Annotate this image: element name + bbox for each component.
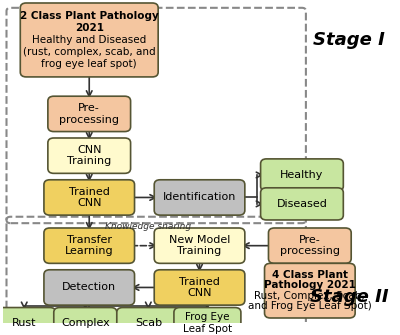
- FancyBboxPatch shape: [54, 308, 117, 335]
- Text: frog eye leaf spot): frog eye leaf spot): [42, 59, 137, 69]
- Text: Pre-
processing: Pre- processing: [59, 103, 119, 125]
- Text: Frog Eye
Leaf Spot: Frog Eye Leaf Spot: [183, 312, 232, 334]
- FancyBboxPatch shape: [48, 138, 130, 173]
- FancyBboxPatch shape: [174, 308, 241, 335]
- Text: Healthy and Diseased: Healthy and Diseased: [32, 35, 146, 45]
- Text: (rust, complex, scab, and: (rust, complex, scab, and: [23, 47, 156, 57]
- Text: 4 Class Plant: 4 Class Plant: [272, 270, 348, 280]
- FancyBboxPatch shape: [154, 180, 245, 215]
- FancyBboxPatch shape: [264, 263, 355, 318]
- Text: Trained
CNN: Trained CNN: [179, 277, 220, 298]
- FancyBboxPatch shape: [48, 96, 130, 132]
- FancyBboxPatch shape: [260, 159, 343, 191]
- FancyBboxPatch shape: [44, 228, 134, 263]
- Text: Pathology 2021: Pathology 2021: [264, 280, 356, 290]
- Text: Rust: Rust: [12, 318, 36, 328]
- Text: Detection: Detection: [62, 282, 116, 292]
- Text: Complex: Complex: [61, 318, 110, 328]
- Text: 2021: 2021: [75, 23, 104, 33]
- Text: and Frog Eye Leaf Spot): and Frog Eye Leaf Spot): [248, 302, 372, 311]
- Text: Transfer
Learning: Transfer Learning: [65, 235, 114, 257]
- Text: Healthy: Healthy: [280, 170, 324, 180]
- Text: Diseased: Diseased: [276, 199, 327, 209]
- Text: 2 Class Plant Pathology: 2 Class Plant Pathology: [20, 11, 159, 21]
- Text: Stage I: Stage I: [313, 31, 385, 49]
- FancyBboxPatch shape: [20, 3, 158, 77]
- FancyBboxPatch shape: [268, 228, 351, 263]
- Text: Knowledge sharing: Knowledge sharing: [105, 222, 191, 231]
- FancyBboxPatch shape: [44, 180, 134, 215]
- Text: CNN
Training: CNN Training: [67, 145, 111, 166]
- Text: Rust, Complex, Scab,: Rust, Complex, Scab,: [254, 291, 365, 301]
- Text: Identification: Identification: [163, 192, 236, 202]
- Text: Stage II: Stage II: [310, 288, 388, 306]
- FancyBboxPatch shape: [154, 270, 245, 305]
- FancyBboxPatch shape: [44, 270, 134, 305]
- FancyBboxPatch shape: [260, 188, 343, 220]
- FancyBboxPatch shape: [154, 228, 245, 263]
- Text: New Model
Training: New Model Training: [169, 235, 230, 257]
- Text: Scab: Scab: [135, 318, 162, 328]
- Text: Pre-
processing: Pre- processing: [280, 235, 340, 257]
- FancyBboxPatch shape: [117, 308, 180, 335]
- FancyBboxPatch shape: [0, 308, 56, 335]
- Text: Trained
CNN: Trained CNN: [69, 187, 110, 208]
